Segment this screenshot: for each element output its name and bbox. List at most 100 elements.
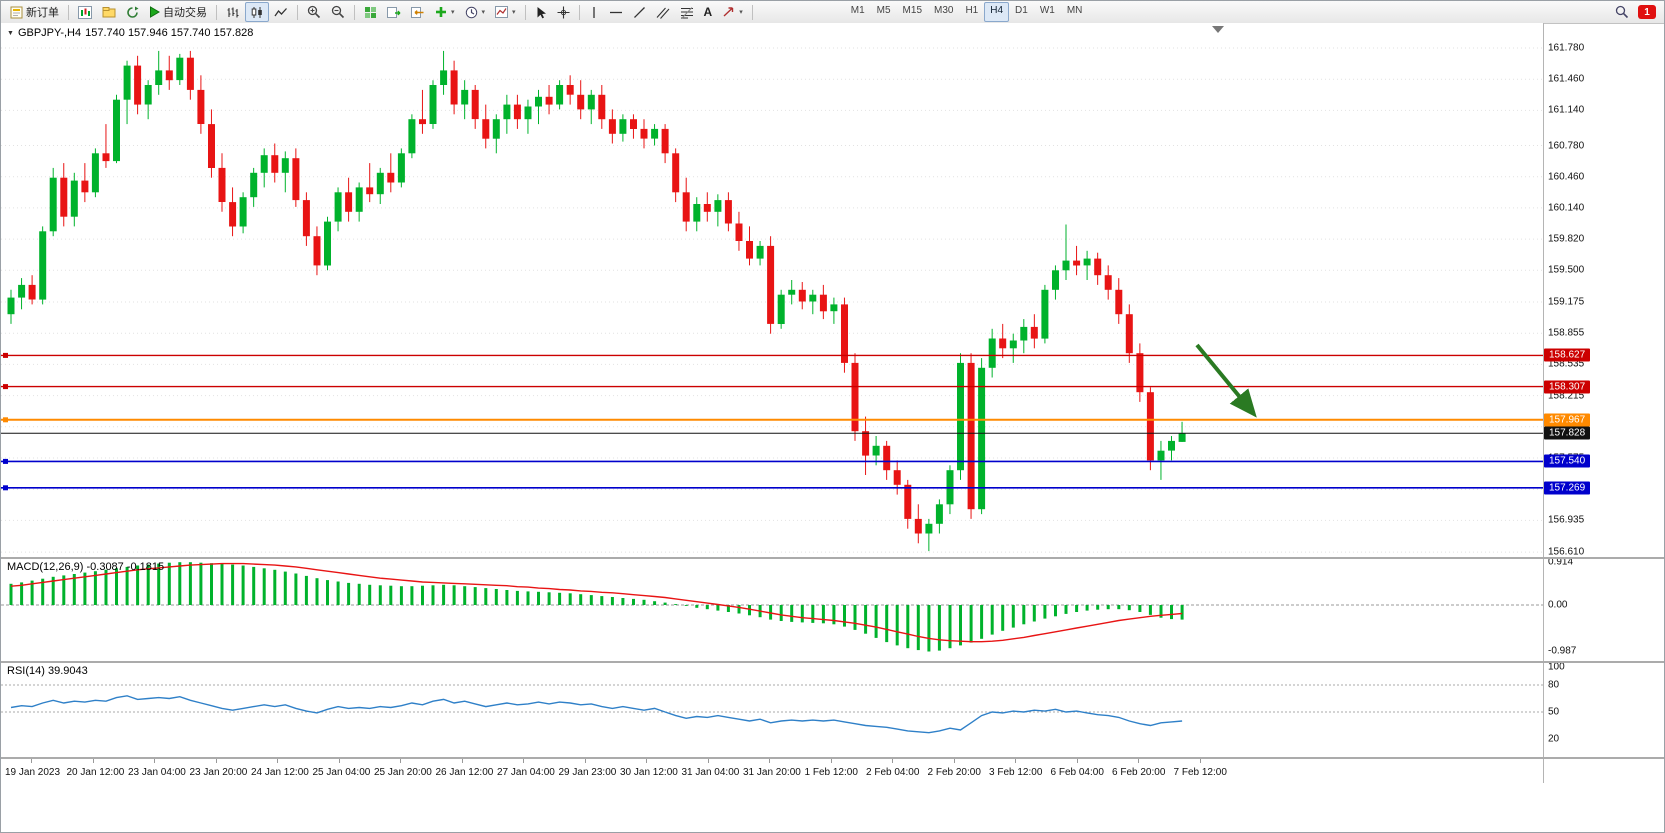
timeframe-m15[interactable]: M15 [902, 5, 922, 16]
rsi-value: 39.9043 [47, 665, 88, 677]
rsi-axis-label: 50 [1548, 706, 1560, 718]
time-tick [769, 759, 770, 763]
line-chart-mode-button[interactable] [269, 2, 293, 22]
rsi-axis-label: 100 [1548, 661, 1565, 673]
search-icon [1615, 5, 1629, 19]
timeframe-m1[interactable]: M1 [850, 5, 865, 16]
price-axis-label: 160.780 [1548, 140, 1585, 151]
price-axis-label: 159.175 [1548, 296, 1585, 308]
panel-divider[interactable] [1, 661, 1664, 663]
arrows-tool-button[interactable]: ▾ [717, 2, 748, 22]
time-tick [215, 759, 217, 763]
toolbar-separator [751, 4, 753, 20]
horizontal-line-tool-button[interactable] [604, 2, 628, 22]
price-axis[interactable]: 161.780 161.460 161.140 160.780 160.460 160.1… [1544, 23, 1664, 558]
timeframe-h4[interactable]: H4 [984, 2, 1010, 22]
price-tag-158.307: 158.307 [1544, 380, 1591, 394]
toolbar-separator [524, 4, 526, 20]
macd-values: -0.3087 -0.1815 [86, 561, 165, 573]
horizontal-line-icon [609, 11, 622, 13]
rsi-panel[interactable] [1, 663, 1543, 757]
timeframe-mn[interactable]: MN [1066, 5, 1083, 16]
price-axis-label: 161.780 [1548, 42, 1585, 54]
zoom-out-button[interactable] [326, 2, 350, 22]
macd-signal-line [10, 562, 1183, 643]
time-tick [1015, 759, 1016, 763]
time-axis-label: 6 Feb 20:00 [1112, 767, 1166, 778]
macd-axis-label: -0.987 [1548, 645, 1577, 657]
ohlc-readout: 157.740 157.946 157.740 157.828 [85, 27, 254, 39]
time-axis[interactable]: 19 Jan 2023 20 Jan 12:00 23 Jan 04:00 23 Ja… [1, 759, 1543, 785]
bar-chart-icon [227, 7, 239, 17]
auto-trading-icon [150, 6, 160, 18]
time-axis-label: 23 Jan 04:00 [128, 767, 186, 778]
search-button[interactable] [1610, 2, 1634, 22]
price-axis-label: 158.215 [1548, 390, 1585, 402]
time-tick [277, 759, 278, 763]
bar-chart-mode-button[interactable] [221, 2, 245, 22]
tile-windows-button[interactable] [359, 2, 382, 22]
refresh-button[interactable] [121, 2, 144, 22]
channel-tool-button[interactable] [651, 2, 675, 22]
trend-arrow[interactable] [1195, 343, 1257, 418]
price-axis-label: 161.140 [1548, 104, 1585, 116]
candlestick-mode-button[interactable] [245, 2, 269, 22]
macd-axis[interactable]: 0.914 0.00 -0.987 [1544, 557, 1664, 661]
periods-button[interactable]: ▾ [460, 2, 491, 22]
auto-trading-button[interactable]: 自动交易 [144, 2, 212, 22]
chevron-down-icon: ▾ [481, 9, 486, 16]
templates-button[interactable]: ▾ [490, 2, 521, 22]
candlestick-icon [251, 6, 262, 18]
timeframe-m30[interactable]: M30 [934, 5, 954, 16]
time-axis-label: 31 Jan 04:00 [681, 767, 740, 778]
new-order-label: 新订单 [26, 7, 59, 19]
trendline-tool-button[interactable] [628, 2, 651, 22]
indicators-button[interactable]: ▾ [430, 2, 460, 22]
new-order-button[interactable]: 新订单 [5, 2, 64, 22]
price-tag-157.269: 157.269 [1544, 481, 1591, 495]
crosshair-tool-button[interactable] [552, 2, 575, 22]
timeframe-d1[interactable]: D1 [1015, 5, 1028, 16]
rsi-axis-label: 20 [1548, 733, 1560, 745]
new-chart-button[interactable] [73, 2, 97, 22]
price-axis-label: 161.460 [1548, 73, 1585, 85]
timeframe-group: M1 M5 M15 M30 H1 H4 D1 W1 MN [845, 2, 1089, 22]
time-tick [707, 759, 709, 763]
time-tick [338, 759, 340, 763]
time-tick [31, 759, 32, 763]
timeframe-w1[interactable]: W1 [1039, 5, 1055, 16]
chart-shift-marker[interactable] [1212, 26, 1224, 33]
timeframe-h1[interactable]: H1 [965, 5, 979, 16]
refresh-icon [127, 6, 139, 18]
toolbar-separator [68, 4, 69, 20]
trendline-icon [633, 6, 645, 18]
timeframe-m5[interactable]: M5 [876, 5, 891, 16]
macd-panel[interactable] [1, 559, 1543, 661]
vertical-line-tool-button[interactable] [584, 2, 604, 22]
rsi-axis[interactable]: 100 80 50 20 [1544, 661, 1664, 757]
panel-divider[interactable] [1, 557, 1664, 559]
vertical-line-icon [592, 6, 595, 18]
time-axis-label: 2 Feb 04:00 [866, 767, 920, 778]
profiles-button[interactable] [97, 2, 121, 22]
chart-shift-button[interactable] [406, 2, 430, 22]
time-tick [523, 759, 524, 763]
auto-scroll-button[interactable] [382, 2, 406, 22]
cursor-tool-button[interactable] [530, 2, 552, 22]
symbol-dropdown-icon[interactable]: ▼ [7, 29, 14, 37]
price-axis-label: 158.855 [1548, 327, 1585, 339]
toolbar-separator [354, 4, 355, 20]
price-chart-area[interactable] [1, 23, 1543, 557]
price-tag-157.967: 157.967 [1544, 413, 1591, 427]
price-tag-157.828: 157.828 [1544, 426, 1591, 440]
time-tick [830, 759, 832, 763]
candles [7, 50, 1186, 552]
time-axis-label: 30 Jan 12:00 [620, 767, 678, 778]
time-axis-label: 3 Feb 12:00 [989, 767, 1043, 778]
text-tool-button[interactable]: A [699, 2, 718, 22]
fibonacci-tool-button[interactable] [675, 2, 699, 22]
line-chart-icon [274, 7, 287, 16]
price-tag-157.540: 157.540 [1544, 454, 1591, 468]
zoom-in-button[interactable] [302, 2, 326, 22]
notification-badge[interactable]: 1 [1638, 5, 1656, 19]
